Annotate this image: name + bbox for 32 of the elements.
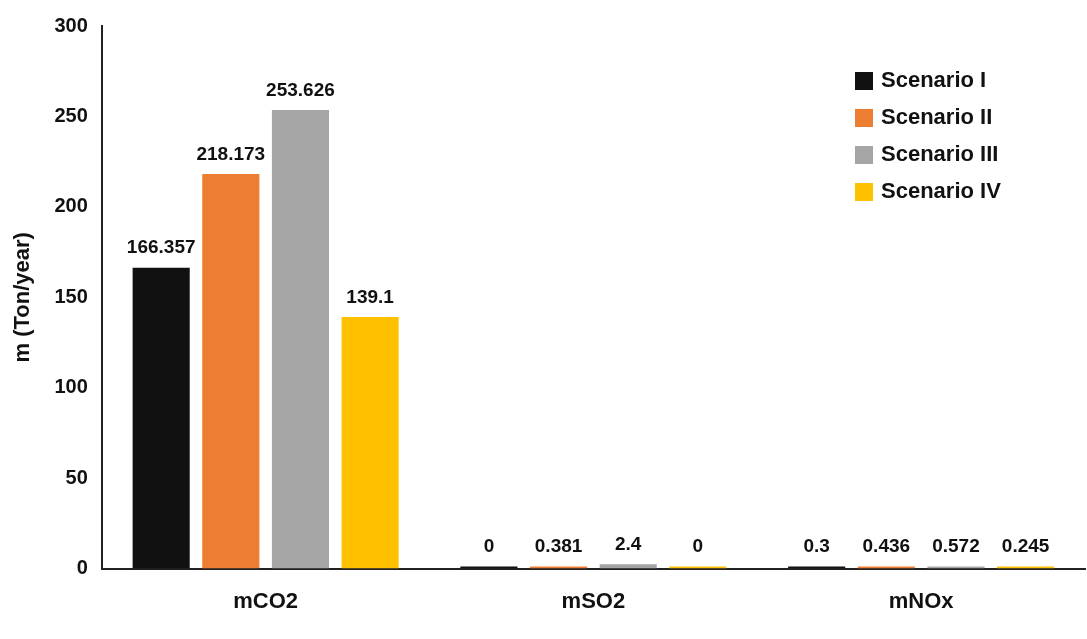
data-label: 253.626 [266,78,335,100]
data-label: 218.173 [196,142,266,164]
y-tick-label: 150 [54,284,88,307]
bar [341,317,399,569]
data-label: 0.245 [1001,535,1050,557]
y-tick-label: 0 [76,556,88,579]
x-tick-label: mCO2 [233,587,299,613]
y-tick-label: 250 [54,103,88,126]
data-label: 0 [692,535,704,557]
legend-label: Scenario IV [881,178,1002,204]
y-tick-label: 100 [54,375,88,398]
data-label: 139.1 [346,285,395,307]
data-label: 0.3 [803,535,830,557]
y-tick-label: 200 [54,194,88,217]
bar [271,109,330,569]
bar [599,564,657,569]
x-tick-label: mSO2 [561,587,626,613]
legend-label: Scenario I [881,67,987,93]
data-label: 0.381 [534,535,583,557]
data-label: 0.436 [862,535,911,557]
data-label: 2.4 [615,532,642,554]
legend-label: Scenario II [881,104,993,130]
y-tick-label: 300 [54,13,88,36]
bar [132,267,190,569]
data-label: 166.357 [126,236,196,258]
legend-label: Scenario III [881,141,999,167]
x-tick-label: mNOx [888,587,955,613]
y-axis-title: m (Ton/year) [9,232,35,363]
data-label: 0 [483,535,495,557]
data-label: 0.572 [932,535,980,557]
y-tick-label: 50 [65,465,88,488]
bar [202,174,260,569]
